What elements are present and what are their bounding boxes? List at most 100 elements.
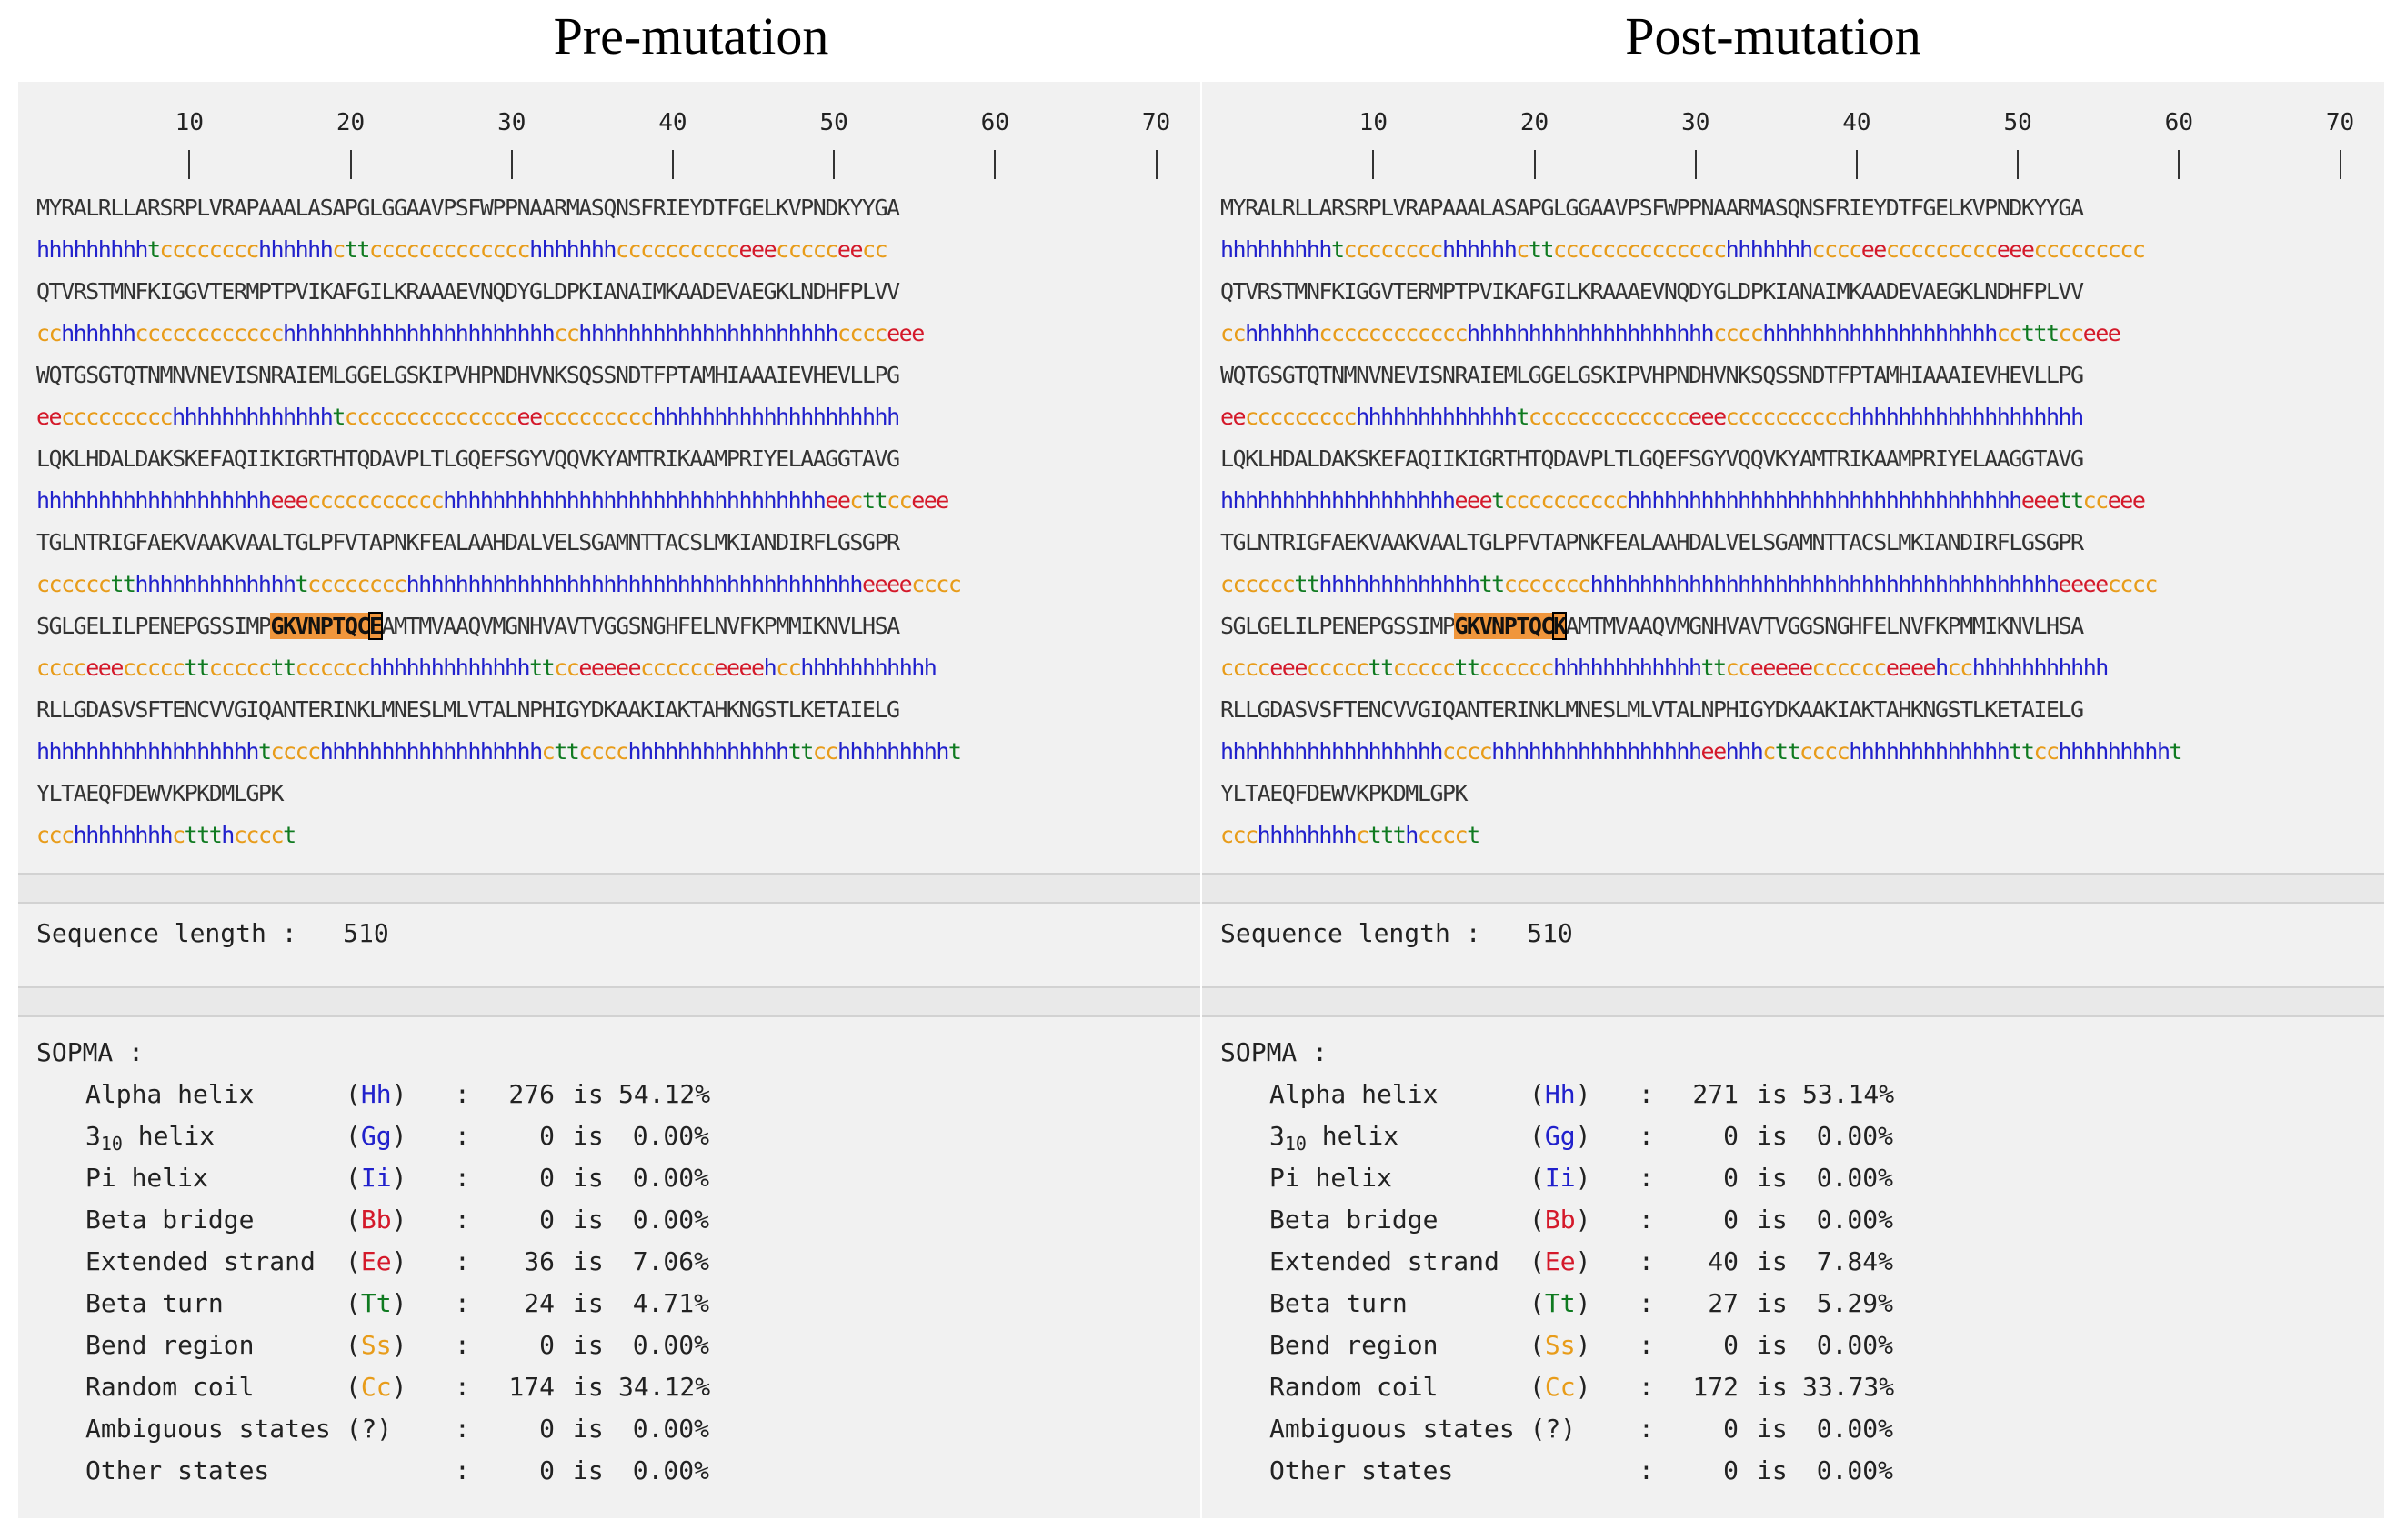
state-count: 0 xyxy=(1723,1205,1739,1235)
state-count: 0 xyxy=(1723,1121,1739,1151)
state-count: 0 xyxy=(1723,1163,1739,1193)
is-word: is xyxy=(573,1246,604,1276)
structure-run: cc xyxy=(1947,655,1974,681)
state-percent: 0.00% xyxy=(1816,1205,1893,1235)
state-code-letters: Ss xyxy=(1544,1330,1576,1360)
ruler-tick xyxy=(510,150,513,179)
structure-run: eee xyxy=(2082,320,2121,346)
structure-run: ccccccccccc xyxy=(307,487,445,514)
structure-run: hhhhhhhhhhhhhhhhhhhhhh xyxy=(283,320,556,346)
structure-run: ccccc xyxy=(1392,655,1456,681)
structure-run: hhhhhhhhhhh xyxy=(1971,655,2110,681)
residue: C xyxy=(356,613,370,639)
structure-run: t xyxy=(295,571,309,597)
panel-pre-mutation: 10 20 30 40 50 60 70 MYRALRLLARSRPLVRAPAAALASA… xyxy=(18,82,1200,1518)
sequence-length: Sequence length : 510 xyxy=(1220,918,1573,948)
structure-run: ttt xyxy=(184,822,223,848)
state-name: Beta bridge xyxy=(85,1205,255,1235)
colon: : xyxy=(455,1121,470,1151)
structure-run: hhhhhhhhhhhhhhhhhh xyxy=(1220,738,1443,765)
structure-run: c xyxy=(332,236,346,263)
sopma-row: Pi helix (Ii): 0 is 0.00% xyxy=(36,1157,709,1199)
structure-run: eeeee xyxy=(1749,655,1813,681)
structure-line: ccchhhhhhhhcttthcccct xyxy=(36,815,1200,856)
structure-run: hhhhhhhhhhhhh xyxy=(627,738,790,765)
is-word: is xyxy=(1757,1246,1788,1276)
structure-run: hhhhhh xyxy=(1441,236,1518,263)
structure-line: cccceeecccccttcccccttcccccchhhhhhhhhhhhh… xyxy=(36,647,1200,689)
structure-run: t xyxy=(257,738,272,765)
sopma-row: Extended strand (Ee): 40 is 7.84% xyxy=(1220,1241,1893,1283)
structure-run: t xyxy=(1467,822,1480,848)
structure-line: hhhhhhhhhhhhhhhhhhtcccchhhhhhhhhhhhhhhhh… xyxy=(36,731,1200,773)
structure-run: tt xyxy=(529,655,556,681)
state-percent: 0.00% xyxy=(1816,1414,1893,1444)
structure-run: h xyxy=(1405,822,1419,848)
residue: Q xyxy=(1528,613,1542,639)
ruler-label: 40 xyxy=(1842,109,1871,136)
sopma-results: SOPMA : Alpha helix (Hh): 276 is 54.12% 310 he… xyxy=(36,1032,710,1492)
state-code: (Cc) xyxy=(1529,1372,1591,1402)
is-word: is xyxy=(1757,1288,1788,1318)
title-post: Post-mutation xyxy=(1625,6,1921,65)
ruler-label: 20 xyxy=(336,109,366,136)
sequence-line: RLLGDASVSFTENCVVGIQANTERINKLMNESLMLVTALN… xyxy=(36,696,900,723)
colon: : xyxy=(455,1372,470,1402)
structure-run: hhhhhh xyxy=(1245,320,1320,346)
structure-run: c xyxy=(541,738,556,765)
structure-run: tt xyxy=(1774,738,1801,765)
sopma-row: Pi helix (Ii): 0 is 0.00% xyxy=(1220,1157,1893,1199)
structure-run: eee xyxy=(1688,404,1727,430)
structure-run: h xyxy=(763,655,777,681)
structure-run: hhhhhhhhh xyxy=(36,236,148,263)
structure-run: cccccccccc xyxy=(615,236,740,263)
structure-run: hhhhhhhhhhhhhhhhhh xyxy=(36,738,259,765)
structure-run: ee xyxy=(837,236,864,263)
residue: P xyxy=(319,613,334,639)
ruler-tick xyxy=(349,150,352,179)
structure-run: ccccccccc xyxy=(541,404,654,430)
structure-run: c xyxy=(849,487,863,514)
structure-run: hhhhhhhhhhhhh xyxy=(1849,738,2010,765)
structure-run: ccccc xyxy=(776,236,838,263)
structure-run: cccc xyxy=(1811,236,1863,263)
divider xyxy=(18,873,1200,904)
sequence-length-label: Sequence length : xyxy=(36,918,297,948)
state-code-letters: Bb xyxy=(360,1205,392,1235)
state-count: 271 xyxy=(1692,1079,1739,1109)
structure-run: t xyxy=(947,738,962,765)
is-word: is xyxy=(573,1205,604,1235)
structure-run: hhhhhhhhh xyxy=(2058,738,2170,765)
structure-run: hhhhhhhhhhhhhhhhhhh xyxy=(1762,320,1998,346)
state-percent: 0.00% xyxy=(632,1455,709,1485)
structure-run: cccccc xyxy=(1811,655,1888,681)
state-code-letters: Cc xyxy=(360,1372,392,1402)
structure-run: ccc xyxy=(36,822,75,848)
ruler-tick xyxy=(1855,150,1858,179)
structure-run: hhhhhhhhhhhhhhhhhhh xyxy=(1220,487,1456,514)
structure-run: cccccccccc xyxy=(1503,487,1629,514)
state-code: (Tt) xyxy=(346,1288,407,1318)
state-percent: 0.00% xyxy=(632,1414,709,1444)
colon: : xyxy=(1639,1121,1654,1151)
state-percent: 7.84% xyxy=(1816,1246,1893,1276)
is-word: is xyxy=(1757,1205,1788,1235)
state-code-letters: Gg xyxy=(1544,1121,1576,1151)
state-count: 174 xyxy=(508,1372,555,1402)
structure-run: tt xyxy=(861,487,888,514)
residue: T xyxy=(1516,613,1529,639)
state-name: Extended strand xyxy=(85,1246,316,1276)
state-percent: 0.00% xyxy=(632,1163,709,1193)
structure-run: cccccccc xyxy=(159,236,260,263)
state-percent: 0.00% xyxy=(1816,1121,1893,1151)
sopma-row: 310 helix (Gg): 0 is 0.00% xyxy=(36,1115,709,1157)
state-name: Extended strand xyxy=(1269,1246,1499,1276)
structure-run: hhhhhhhhhhh xyxy=(800,655,937,681)
sopma-label: SOPMA : xyxy=(36,1037,145,1067)
structure-run: tt xyxy=(344,236,371,263)
colon: : xyxy=(455,1330,470,1360)
structure-run: cccccccc xyxy=(1343,236,1444,263)
state-count: 0 xyxy=(1723,1455,1739,1485)
structure-run: eee xyxy=(2020,487,2060,514)
ruler-label: 50 xyxy=(2003,109,2032,136)
